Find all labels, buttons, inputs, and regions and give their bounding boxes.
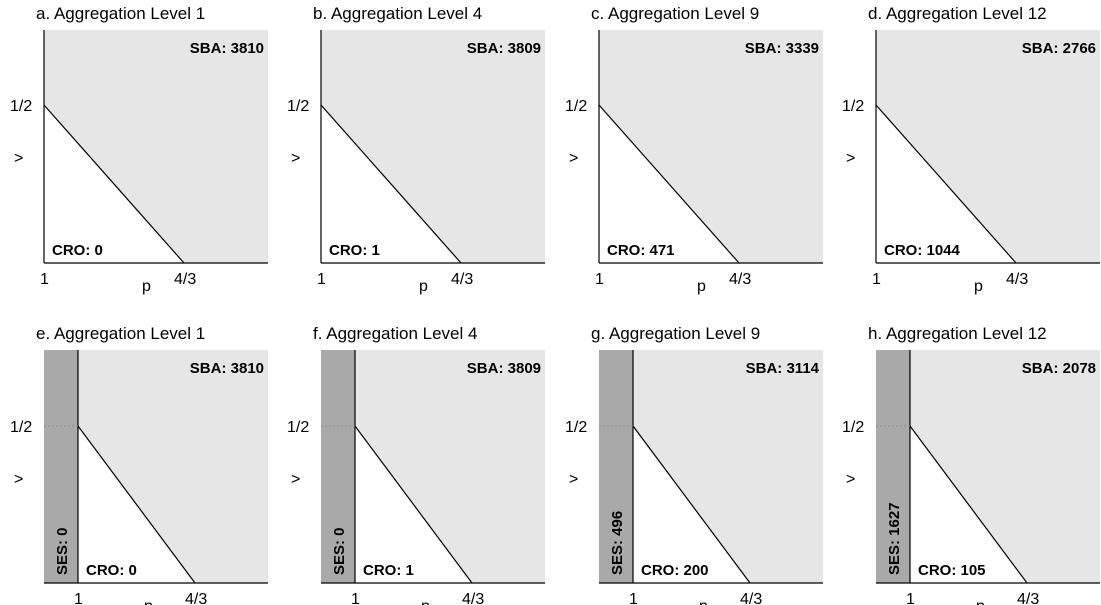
x-tick-end: 4/3 (451, 271, 473, 288)
panel-title: f. Aggregation Level 4 (313, 324, 477, 343)
x-tick-start: 1 (595, 271, 604, 288)
x-tick-start: 1 (872, 271, 881, 288)
y-axis-label: > (291, 471, 300, 488)
x-axis-label: p (142, 278, 151, 295)
ses-band (876, 350, 910, 583)
boundary-line (43, 104, 185, 264)
sba-label: SBA: 2078 (1022, 360, 1096, 377)
y-tick-half: 1/2 (287, 419, 309, 436)
sba-label: SBA: 3809 (467, 360, 541, 377)
boundary-line (354, 425, 473, 584)
x-tick-start: 1 (40, 271, 49, 288)
panel-f: f. Aggregation Level 4 SBA: 3809 CRO: 1 SES… (287, 324, 545, 605)
ses-band (44, 350, 78, 583)
panel-title: b. Aggregation Level 4 (313, 4, 482, 23)
sba-label: SBA: 3810 (190, 40, 264, 57)
x-tick-end: 4/3 (462, 591, 484, 605)
panel-title: d. Aggregation Level 12 (868, 4, 1047, 23)
x-tick-end: 4/3 (729, 271, 751, 288)
ses-label: SES: 0 (54, 527, 71, 575)
x-tick-start: 1 (74, 591, 83, 605)
boundary-line (632, 425, 751, 584)
panel-e: e. Aggregation Level 1 SBA: 3810 CRO: 0 SES… (10, 324, 268, 605)
cro-label: CRO: 1044 (884, 242, 961, 259)
panel-d: d. Aggregation Level 12 SBA: 2766 CRO: 104… (842, 4, 1100, 295)
y-tick-half: 1/2 (565, 98, 587, 115)
panel-h: h. Aggregation Level 12 SBA: 2078 CRO: 105… (842, 324, 1100, 605)
y-axis-label: > (14, 150, 23, 167)
x-tick-start: 1 (317, 271, 326, 288)
y-tick-half: 1/2 (565, 419, 587, 436)
y-axis-label: > (291, 150, 300, 167)
sba-label: SBA: 3339 (745, 40, 819, 57)
y-axis-label: > (569, 150, 578, 167)
boundary-line (77, 425, 196, 584)
y-tick-half: 1/2 (10, 98, 32, 115)
y-tick-half: 1/2 (842, 98, 864, 115)
x-tick-end: 4/3 (1006, 271, 1028, 288)
panel-title: h. Aggregation Level 12 (868, 324, 1047, 343)
ses-band (599, 350, 633, 583)
y-axis-label: > (569, 471, 578, 488)
cro-label: CRO: 1 (329, 242, 380, 259)
ses-label: SES: 496 (609, 511, 626, 575)
x-axis-label: p (697, 278, 706, 295)
panel-b: b. Aggregation Level 4 SBA: 3809 CRO: 1 1/2… (287, 4, 545, 295)
x-tick-start: 1 (351, 591, 360, 605)
y-axis-label: > (846, 471, 855, 488)
panel-a: a. Aggregation Level 1 SBA: 3810 CRO: 0 1/2… (10, 4, 268, 295)
x-axis-label: p (144, 598, 153, 605)
ses-band (321, 350, 355, 583)
x-tick-end: 4/3 (1017, 591, 1039, 605)
x-axis-label: p (419, 278, 428, 295)
x-axis-label: p (699, 598, 708, 605)
boundary-line (909, 425, 1028, 584)
y-tick-half: 1/2 (842, 419, 864, 436)
x-axis-label: p (421, 598, 430, 605)
panel-title: a. Aggregation Level 1 (36, 4, 205, 23)
cro-label: CRO: 1 (363, 562, 414, 579)
y-axis-label: > (846, 150, 855, 167)
cro-label: CRO: 0 (86, 562, 137, 579)
boundary-line (320, 104, 462, 264)
boundary-line (875, 104, 1017, 264)
y-axis-label: > (14, 471, 23, 488)
ses-label: SES: 0 (331, 527, 348, 575)
x-tick-end: 4/3 (740, 591, 762, 605)
x-tick-start: 1 (906, 591, 915, 605)
panel-g: g. Aggregation Level 9 SBA: 3114 CRO: 200 S… (565, 324, 823, 605)
boundary-line (598, 104, 740, 264)
sba-label: SBA: 2766 (1022, 40, 1096, 57)
cro-label: CRO: 0 (52, 242, 103, 259)
y-tick-half: 1/2 (287, 98, 309, 115)
panel-title: g. Aggregation Level 9 (591, 324, 760, 343)
cro-label: CRO: 471 (607, 242, 675, 259)
x-axis-label: p (974, 278, 983, 295)
panel-title: e. Aggregation Level 1 (36, 324, 205, 343)
cro-label: CRO: 200 (641, 562, 709, 579)
x-tick-end: 4/3 (185, 591, 207, 605)
x-tick-start: 1 (629, 591, 638, 605)
x-tick-end: 4/3 (174, 271, 196, 288)
x-axis-label: p (976, 598, 985, 605)
sba-label: SBA: 3810 (190, 360, 264, 377)
ses-label: SES: 1627 (886, 502, 903, 575)
y-tick-half: 1/2 (10, 419, 32, 436)
sba-label: SBA: 3114 (746, 360, 820, 377)
sba-label: SBA: 3809 (467, 40, 541, 57)
cro-label: CRO: 105 (918, 562, 986, 579)
panel-title: c. Aggregation Level 9 (591, 4, 759, 23)
